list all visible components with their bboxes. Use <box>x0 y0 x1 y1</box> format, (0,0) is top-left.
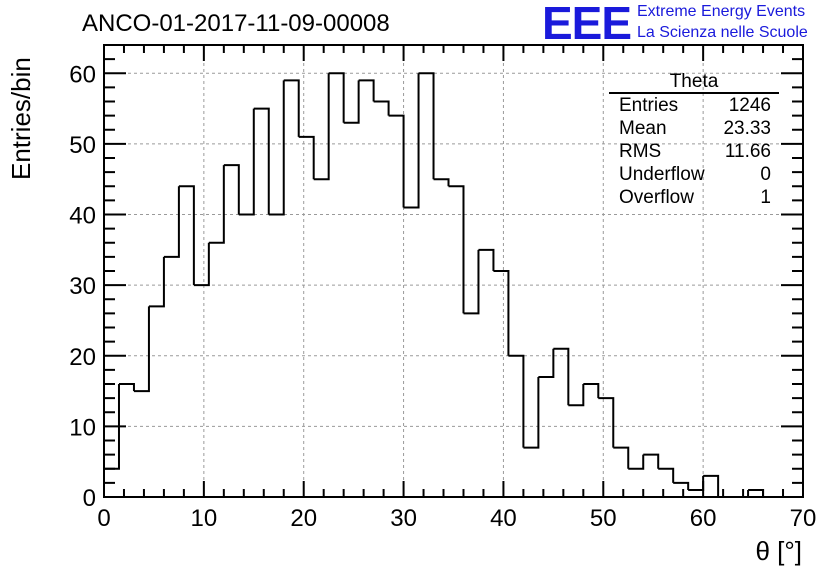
histogram-bin <box>298 135 315 180</box>
histogram-bin <box>178 185 195 286</box>
histogram-bin <box>193 242 210 287</box>
histogram-bin <box>748 488 765 497</box>
x-axis-label: θ [°] <box>755 536 802 566</box>
stat-row-underflow: Underflow 0 <box>609 163 779 186</box>
histogram-bin <box>253 107 270 215</box>
logo-caption-line2: La Scienza nelle Scuole <box>637 24 808 41</box>
y-tick-label: 0 <box>83 485 96 512</box>
histogram-bin <box>283 79 300 137</box>
histogram-bin <box>673 481 690 490</box>
stat-label: RMS <box>619 141 662 162</box>
histogram-bin <box>313 73 330 181</box>
stat-row-rms: RMS 11.66 <box>609 140 779 163</box>
stat-value: 0 <box>760 164 771 185</box>
histogram-bin <box>448 185 465 314</box>
y-tick-label: 20 <box>69 344 96 371</box>
stat-value: 1246 <box>728 95 771 116</box>
x-tick-label: 0 <box>97 505 110 532</box>
histogram-bin <box>388 114 405 208</box>
stat-value: 23.33 <box>723 118 771 139</box>
histogram-bin <box>643 453 660 469</box>
stat-label: Underflow <box>619 164 705 185</box>
histogram-bin <box>598 397 615 448</box>
stat-label: Entries <box>619 95 679 116</box>
histogram-bin <box>418 72 435 180</box>
histogram-bin <box>328 72 345 123</box>
y-tick-label: 60 <box>69 61 96 88</box>
plot-title: ANCO-01-2017-11-09-00008 <box>82 10 390 37</box>
stat-label: Mean <box>619 118 667 139</box>
x-tick-label: 40 <box>490 505 517 532</box>
stats-title: Theta <box>609 72 779 94</box>
x-tick-label: 20 <box>290 505 317 532</box>
histogram-bin <box>133 306 150 393</box>
stat-label: Overflow <box>619 187 694 208</box>
histogram-bin <box>688 475 705 491</box>
histogram-bin <box>238 108 255 216</box>
x-tick-label: 10 <box>191 505 218 532</box>
histogram-bin <box>163 186 180 258</box>
histogram-bin <box>343 80 360 124</box>
histogram-bin <box>148 256 165 308</box>
histogram-bin <box>508 354 525 448</box>
y-tick-label: 40 <box>69 203 96 230</box>
histogram-bin <box>703 474 720 497</box>
x-tick-label: 60 <box>690 505 717 532</box>
x-tick-label: 30 <box>390 505 417 532</box>
histogram-bin <box>613 446 630 469</box>
histogram-bin <box>523 376 540 449</box>
histogram-bin <box>553 347 570 406</box>
histogram-bin <box>403 73 420 209</box>
histogram-bin <box>733 489 750 498</box>
logo-caption-line1: Extreme Energy Events <box>637 3 806 20</box>
stat-value: 1 <box>760 187 771 208</box>
stats-box: Theta Entries 1246 Mean 23.33 RMS 11.66 … <box>609 72 779 209</box>
histogram-bin <box>208 165 225 244</box>
x-tick-label: 70 <box>790 505 817 532</box>
histogram-bin <box>658 467 675 483</box>
histogram-bin <box>478 248 495 271</box>
stat-row-mean: Mean 23.33 <box>609 117 779 140</box>
eee-logo: EEE <box>542 0 632 49</box>
x-tick-label: 50 <box>590 505 617 532</box>
histogram-bin <box>493 270 510 356</box>
histogram-bin <box>118 383 135 392</box>
histogram-bin <box>358 79 375 102</box>
stat-row-entries: Entries 1246 <box>609 94 779 117</box>
y-tick-label: 30 <box>69 273 96 300</box>
histogram-bin <box>628 454 645 470</box>
stat-row-overflow: Overflow 1 <box>609 186 779 209</box>
stat-value: 11.66 <box>724 141 771 162</box>
histogram-bin <box>268 80 285 216</box>
histogram-bin <box>568 384 585 407</box>
histogram-bin <box>223 164 240 215</box>
histogram-bin <box>433 178 450 187</box>
histogram-bin <box>463 249 480 315</box>
y-tick-label: 50 <box>69 132 96 159</box>
histogram-bin <box>373 100 390 116</box>
histogram-bin <box>583 383 600 399</box>
y-tick-label: 10 <box>69 414 96 441</box>
histogram-bin <box>538 348 555 378</box>
y-axis-label: Entries/bin <box>6 57 36 180</box>
